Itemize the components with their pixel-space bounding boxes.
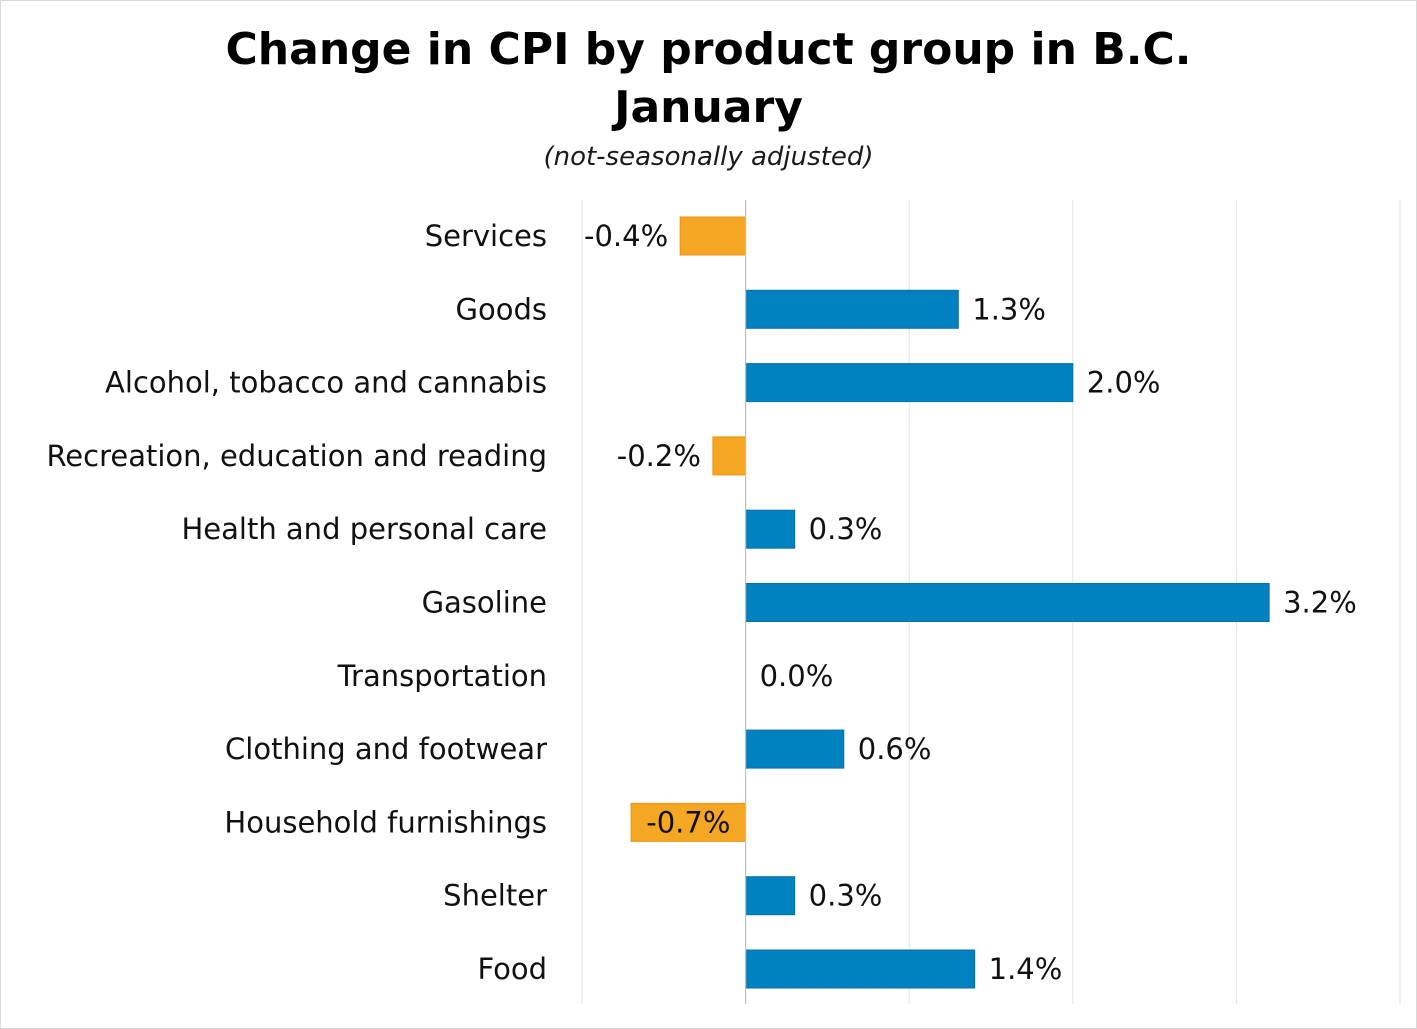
bar xyxy=(745,363,1074,403)
value-label: 0.6% xyxy=(858,732,932,766)
category-label: Health and personal care xyxy=(181,512,547,546)
chart-title: Change in CPI by product group in B.C. xyxy=(225,24,1192,75)
bar xyxy=(712,436,747,476)
value-label: 1.3% xyxy=(972,292,1046,326)
value-label: 1.4% xyxy=(989,952,1063,986)
category-label: Alcohol, tobacco and cannabis xyxy=(105,366,547,400)
category-label: Gasoline xyxy=(422,586,547,620)
value-label: 3.2% xyxy=(1283,586,1357,620)
value-label: -0.7% xyxy=(646,805,730,839)
bar xyxy=(745,949,976,989)
chart-subtitle: (not-seasonally adjusted) xyxy=(543,142,874,172)
bar xyxy=(745,583,1270,622)
category-label: Household furnishings xyxy=(224,805,547,839)
category-label: Transportation xyxy=(337,659,547,693)
value-label: -0.2% xyxy=(617,439,701,473)
category-label: Food xyxy=(477,952,547,986)
value-label: 0.3% xyxy=(809,512,883,546)
category-label: Shelter xyxy=(443,879,547,913)
value-label: -0.4% xyxy=(584,219,668,253)
bar xyxy=(745,509,796,549)
category-label: Recreation, education and reading xyxy=(46,439,547,473)
chart-title-line2: January xyxy=(614,82,803,133)
value-label: 0.0% xyxy=(760,659,834,693)
bar xyxy=(745,729,845,769)
value-label: 2.0% xyxy=(1087,366,1161,400)
value-label: 0.3% xyxy=(809,879,883,913)
bar xyxy=(745,876,796,916)
category-label: Clothing and footwear xyxy=(225,732,547,766)
category-label: Services xyxy=(425,219,547,253)
bar xyxy=(679,216,747,256)
category-label: Goods xyxy=(456,292,547,326)
bar xyxy=(745,289,959,329)
